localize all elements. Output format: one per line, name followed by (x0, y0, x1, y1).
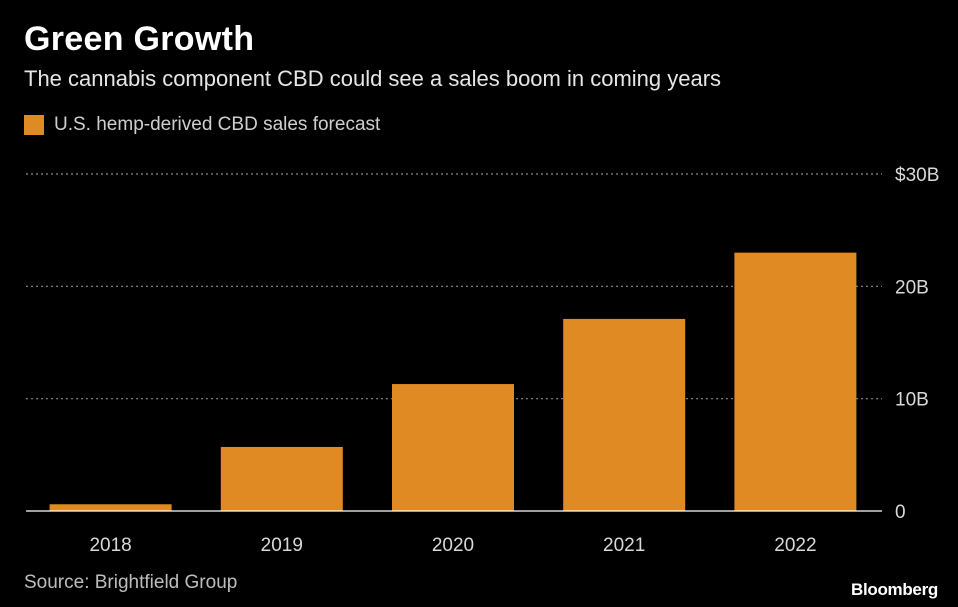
x-tick-label: 2022 (774, 535, 816, 556)
x-tick-label: 2021 (603, 535, 645, 556)
legend-label: U.S. hemp-derived CBD sales forecast (54, 114, 381, 135)
bar (220, 446, 343, 511)
chart-title: Green Growth (24, 20, 255, 58)
y-tick-label: 10B (895, 390, 929, 411)
bar (734, 252, 857, 511)
x-tick-label: 2020 (432, 535, 474, 556)
chart-subtitle: The cannabis component CBD could see a s… (24, 66, 722, 91)
bloomberg-logo: Bloomberg (850, 580, 938, 599)
y-tick-label: $30B (895, 165, 939, 186)
bar (49, 504, 172, 511)
legend: U.S. hemp-derived CBD sales forecast (24, 114, 380, 136)
x-tick-label: 2018 (89, 535, 131, 556)
y-tick-label: 20B (895, 277, 929, 298)
x-tick-label: 2019 (261, 535, 303, 556)
y-tick-label: 0 (895, 502, 906, 523)
source-note: Source: Brightfield Group (24, 572, 238, 593)
legend-swatch (24, 115, 44, 135)
bar (392, 384, 514, 511)
bar (563, 318, 686, 511)
